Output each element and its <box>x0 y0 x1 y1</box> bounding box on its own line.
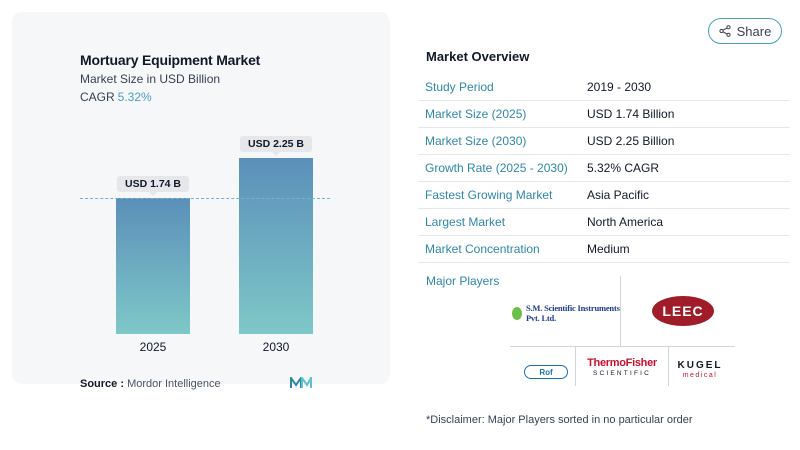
x-tick-label: 2030 <box>262 340 290 354</box>
overview-row-key: Market Size (2025) <box>425 107 527 121</box>
bar-2025 <box>116 197 190 334</box>
overview-row-value: Medium <box>587 242 630 256</box>
sm-scientific-name: S.M. Scientific Instruments Pvt. Ltd. <box>525 303 620 323</box>
players-divider-vertical-right <box>668 346 669 386</box>
rof-name: Rof <box>539 367 553 377</box>
overview-row: Study Period 2019 - 2030 <box>418 74 790 101</box>
players-divider-vertical-left <box>575 346 576 386</box>
mordor-logo-icon <box>290 377 312 388</box>
reference-line <box>80 197 330 199</box>
overview-row-key: Market Concentration <box>425 242 540 256</box>
rof-logo[interactable]: Rof <box>524 365 568 379</box>
kugel-medical-logo[interactable]: KUGEL medical <box>674 356 726 384</box>
market-overview-table: Study Period 2019 - 2030 Market Size (2025… <box>418 74 790 263</box>
sm-scientific-emblem-icon <box>512 306 522 320</box>
overview-row: Market Size (2030) USD 2.25 Billion <box>418 128 790 155</box>
chart-subtitle: Market Size in USD Billion <box>80 72 221 86</box>
major-players-grid: S.M. Scientific Instruments Pvt. Ltd. LE… <box>500 276 740 386</box>
overview-row: Growth Rate (2025 - 2030) 5.32% CAGR <box>418 155 790 182</box>
players-divider-vertical-top <box>620 276 621 346</box>
sm-scientific-logo[interactable]: S.M. Scientific Instruments Pvt. Ltd. <box>512 296 622 330</box>
share-button[interactable]: Share <box>708 18 782 44</box>
kugel-sub: medical <box>682 372 718 379</box>
players-divider-horizontal <box>510 346 735 347</box>
overview-row: Market Concentration Medium <box>418 236 790 263</box>
overview-row-key: Growth Rate (2025 - 2030) <box>425 161 568 175</box>
source-line: Source : Mordor Intelligence <box>80 378 221 390</box>
x-tick-label: 2025 <box>139 340 167 354</box>
overview-row-key: Largest Market <box>425 215 506 229</box>
thermo-fisher-logo[interactable]: ThermoFisher SCIENTIFIC <box>580 356 664 380</box>
bar-2030 <box>239 158 313 334</box>
overview-row-value: North America <box>587 215 664 229</box>
overview-row-key: Fastest Growing Market <box>425 188 553 202</box>
overview-row-key: Study Period <box>425 80 494 94</box>
bar-data-label: USD 2.25 B <box>239 136 313 152</box>
kugel-name: KUGEL <box>677 360 723 371</box>
chart-title: Mortuary Equipment Market <box>80 52 261 68</box>
major-players-label: Major Players <box>426 274 500 288</box>
disclaimer: *Disclaimer: Major Players sorted in no … <box>426 414 693 426</box>
market-size-chart-card: Mortuary Equipment Market Market Size in… <box>12 12 390 390</box>
overview-row-key: Market Size (2030) <box>425 134 527 148</box>
share-label: Share <box>736 23 772 39</box>
source-label: Source : <box>80 378 125 390</box>
overview-row-value: USD 1.74 Billion <box>587 107 675 121</box>
overview-row: Market Size (2025) USD 1.74 Billion <box>418 101 790 128</box>
overview-row-value: 2019 - 2030 <box>587 80 652 94</box>
bar-chart: USD 1.74 B 2025 USD 2.25 B 2030 <box>12 12 390 384</box>
source-value: Mordor Intelligence <box>127 378 221 390</box>
overview-row-value: 5.32% CAGR <box>587 161 660 175</box>
cagr-line: CAGR 5.32% <box>80 90 152 104</box>
thermo-fisher-sub: SCIENTIFIC <box>592 370 652 377</box>
share-icon <box>719 25 731 37</box>
leec-name: LEEC <box>662 303 704 319</box>
cagr-value: 5.32% <box>117 90 152 104</box>
overview-row-value: USD 2.25 Billion <box>587 134 675 148</box>
bar-data-label: USD 1.74 B <box>116 175 190 192</box>
market-overview-title: Market Overview <box>426 49 530 64</box>
leec-logo[interactable]: LEEC <box>652 296 714 326</box>
overview-row: Fastest Growing Market Asia Pacific <box>418 182 790 209</box>
overview-row: Largest Market North America <box>418 209 790 236</box>
cagr-label: CAGR <box>80 90 115 104</box>
overview-row-value: Asia Pacific <box>587 188 650 202</box>
thermo-fisher-name: ThermoFisher <box>587 357 657 369</box>
